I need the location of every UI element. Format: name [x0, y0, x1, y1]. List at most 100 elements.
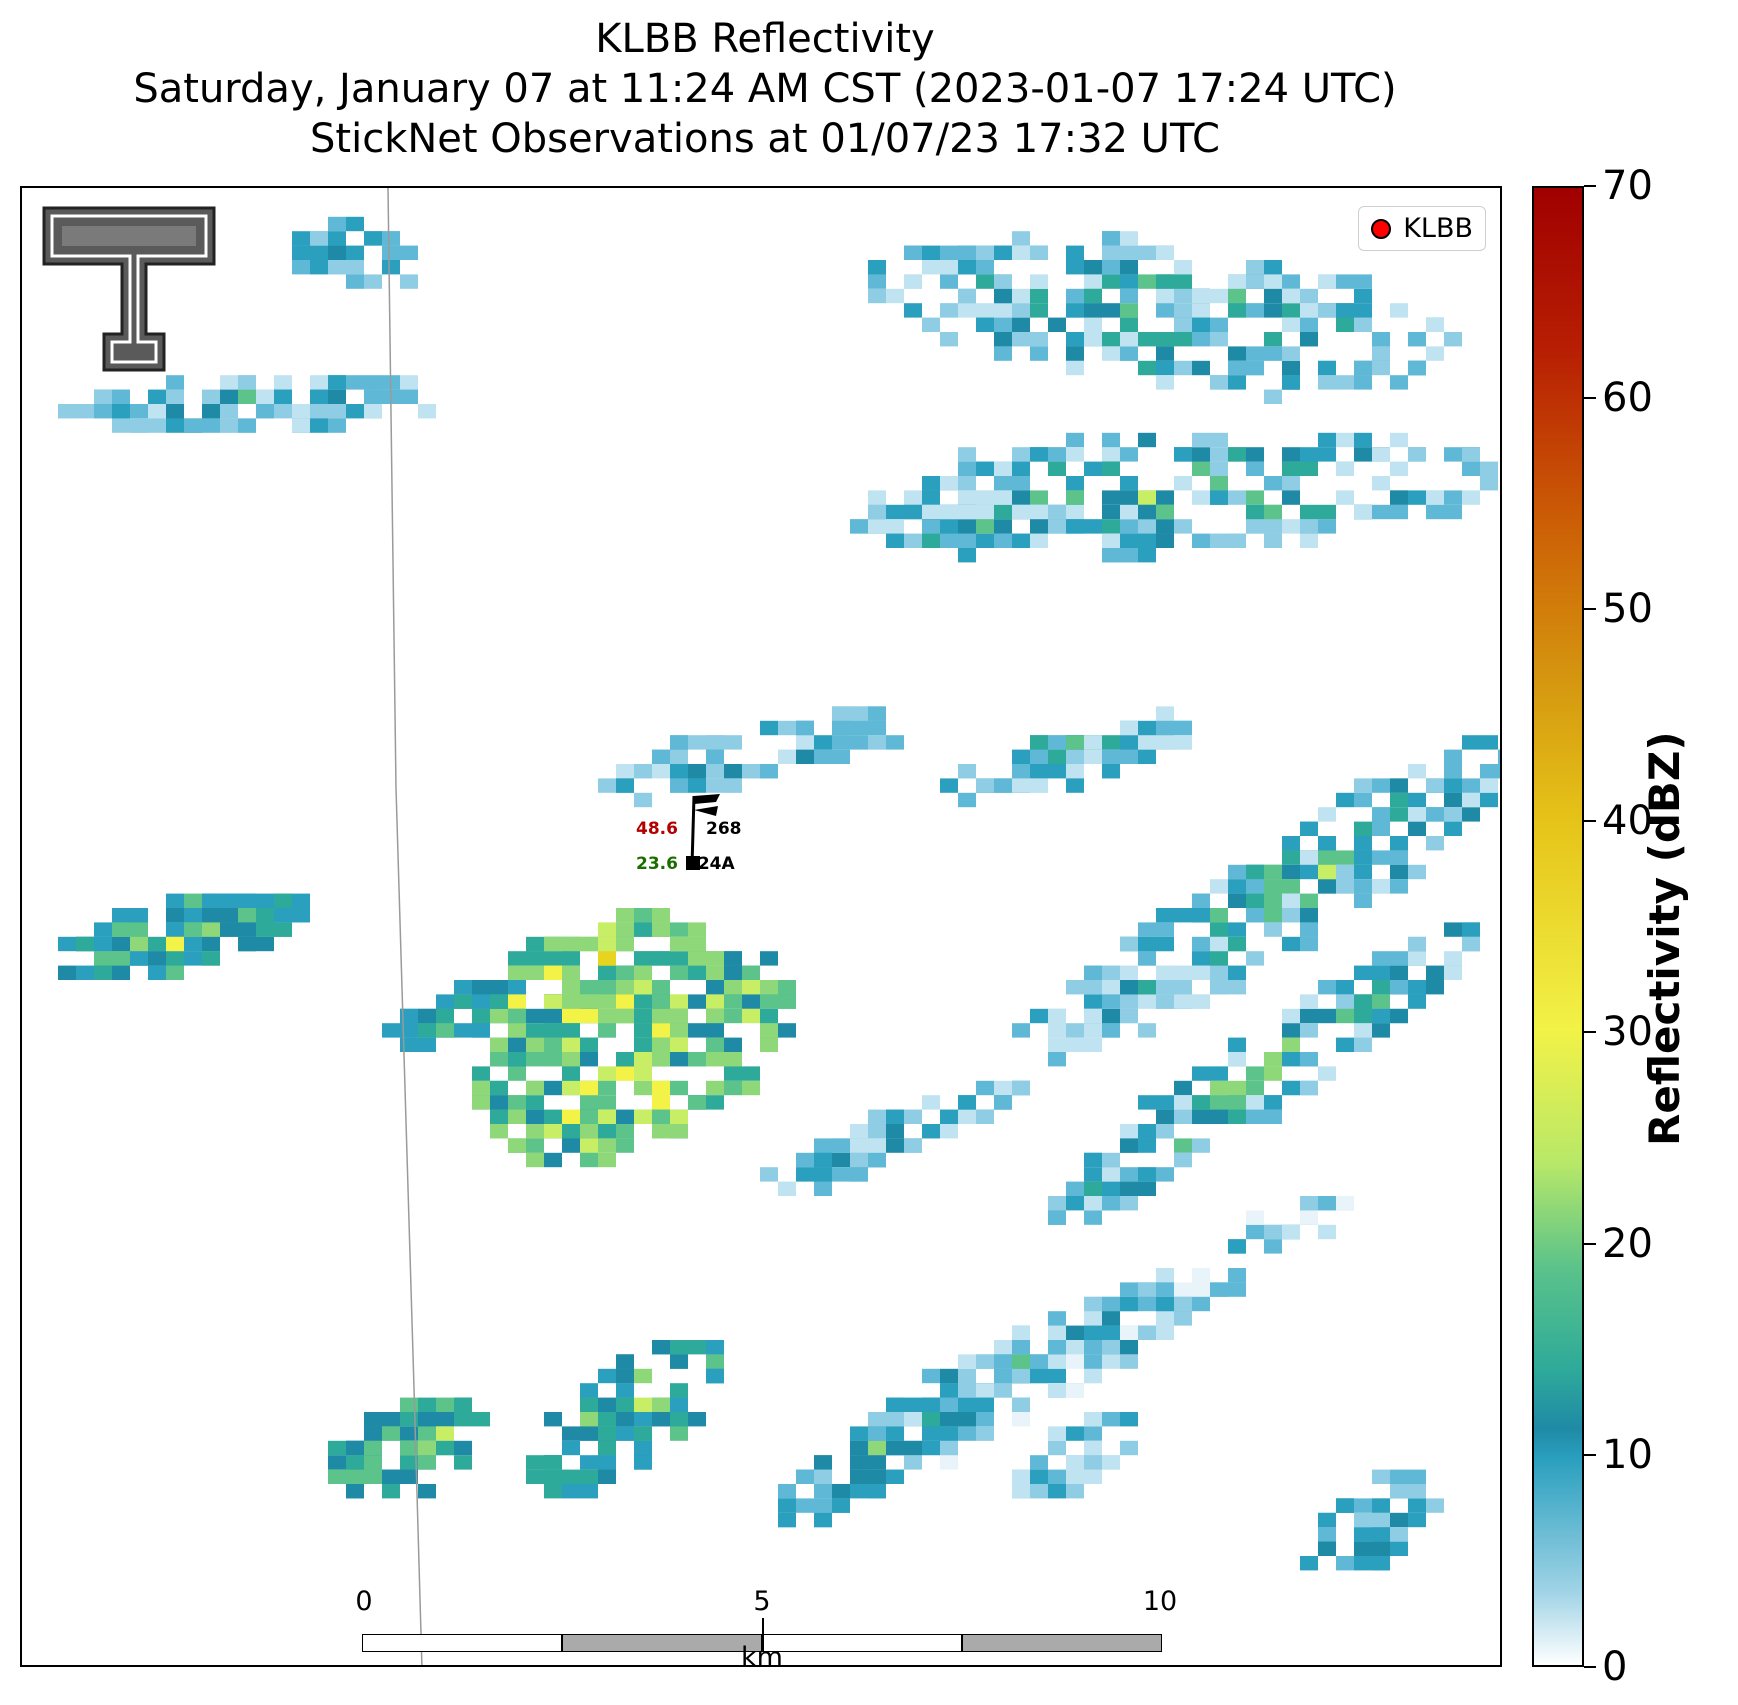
reflectivity-pixel [1156, 994, 1174, 1009]
reflectivity-pixel [1408, 1469, 1426, 1484]
reflectivity-pixel [652, 922, 670, 937]
reflectivity-pixel [1408, 936, 1426, 952]
reflectivity-pixel [976, 504, 994, 520]
reflectivity-pixel [1282, 1052, 1300, 1067]
reflectivity-pixel [1084, 461, 1102, 476]
reflectivity-pixel [616, 980, 634, 995]
reflectivity-pixel [580, 1008, 598, 1024]
reflectivity-pixel [1300, 504, 1318, 520]
reflectivity-pixel [508, 1052, 526, 1067]
reflectivity-pixel [1174, 332, 1192, 347]
reflectivity-pixel [256, 404, 274, 419]
reflectivity-pixel [1318, 274, 1336, 289]
reflectivity-pixel [1246, 1210, 1264, 1225]
reflectivity-pixel [400, 1469, 418, 1484]
reflectivity-pixel [166, 936, 184, 952]
reflectivity-pixel [634, 1412, 652, 1427]
reflectivity-pixel [1156, 288, 1174, 304]
reflectivity-pixel [1426, 504, 1444, 520]
reflectivity-pixel [382, 231, 400, 246]
reflectivity-pixel [1444, 504, 1462, 520]
reflectivity-pixel [1102, 1181, 1120, 1196]
reflectivity-pixel [1102, 994, 1120, 1009]
reflectivity-pixel [202, 936, 220, 952]
reflectivity-pixel [1012, 504, 1030, 520]
reflectivity-pixel [1120, 994, 1138, 1009]
reflectivity-pixel [994, 519, 1012, 534]
reflectivity-pixel [1048, 1210, 1066, 1225]
reflectivity-pixel [1102, 519, 1120, 534]
reflectivity-pixel [256, 908, 274, 923]
reflectivity-pixel [1084, 1008, 1102, 1024]
reflectivity-pixel [670, 1023, 688, 1038]
reflectivity-pixel [1426, 778, 1444, 793]
reflectivity-pixel [1174, 1296, 1192, 1312]
reflectivity-pixel [1066, 447, 1084, 462]
reflectivity-pixel [256, 922, 274, 937]
reflectivity-pixel [1066, 735, 1084, 750]
reflectivity-pixel [346, 216, 364, 232]
reflectivity-pixel [1408, 332, 1426, 347]
reflectivity-pixel [1210, 965, 1228, 980]
reflectivity-pixel [688, 951, 706, 966]
reflectivity-pixel [670, 936, 688, 952]
reflectivity-pixel [1318, 879, 1336, 894]
reflectivity-pixel [562, 936, 580, 952]
reflectivity-pixel [850, 1440, 868, 1456]
reflectivity-pixel [868, 288, 886, 304]
reflectivity-pixel [1030, 490, 1048, 505]
reflectivity-pixel [598, 1412, 616, 1427]
reflectivity-pixel [1048, 1354, 1066, 1369]
reflectivity-pixel [868, 274, 886, 289]
reflectivity-pixel [958, 1368, 976, 1384]
reflectivity-pixel [1282, 908, 1300, 923]
reflectivity-pixel [580, 1037, 598, 1052]
reflectivity-pixel [382, 1484, 400, 1499]
reflectivity-pixel [526, 1469, 544, 1484]
reflectivity-pixel [1012, 1412, 1030, 1427]
reflectivity-pixel [922, 1440, 940, 1456]
reflectivity-pixel [1138, 1181, 1156, 1196]
reflectivity-pixel [1246, 274, 1264, 289]
reflectivity-pixel [1264, 346, 1282, 361]
reflectivity-pixel [1102, 274, 1120, 289]
reflectivity-pixel [742, 1080, 760, 1096]
reflectivity-pixel [958, 1095, 976, 1110]
reflectivity-pixel [454, 1397, 472, 1412]
reflectivity-pixel [76, 965, 94, 980]
reflectivity-pixel [652, 1052, 670, 1067]
reflectivity-pixel [1354, 879, 1372, 894]
reflectivity-pixel [526, 1109, 544, 1124]
reflectivity-pixel [1156, 1095, 1174, 1110]
reflectivity-pixel [1174, 1080, 1192, 1096]
reflectivity-pixel [976, 533, 994, 548]
reflectivity-pixel [1462, 807, 1480, 822]
reflectivity-pixel [1318, 836, 1336, 851]
reflectivity-pixel [1408, 490, 1426, 505]
reflectivity-pixel [1030, 288, 1048, 304]
reflectivity-pixel [1138, 548, 1156, 563]
reflectivity-pixel [1444, 764, 1462, 779]
reflectivity-pixel [670, 1426, 688, 1441]
reflectivity-pixel [202, 922, 220, 937]
reflectivity-pixel [1264, 303, 1282, 318]
reflectivity-pixel [580, 1052, 598, 1067]
reflectivity-pixel [562, 1080, 580, 1096]
reflectivity-pixel [616, 1109, 634, 1124]
reflectivity-pixel [1264, 1224, 1282, 1240]
reflectivity-pixel [940, 245, 958, 260]
reflectivity-pixel [1300, 850, 1318, 865]
radar-map[interactable]: KLBB 48.6 268 23.6 224A 0 5 10 km [20, 186, 1502, 1667]
reflectivity-pixel [1084, 1296, 1102, 1312]
reflectivity-pixel [472, 980, 490, 995]
reflectivity-pixel [1390, 778, 1408, 793]
reflectivity-pixel [562, 1109, 580, 1124]
reflectivity-pixel [958, 461, 976, 476]
reflectivity-pixel [616, 1412, 634, 1427]
colorbar-label: Reflectivity (dBZ) [1640, 731, 1689, 1146]
reflectivity-pixel [994, 332, 1012, 347]
reflectivity-pixel [1066, 332, 1084, 347]
reflectivity-pixel [1084, 332, 1102, 347]
reflectivity-pixel [292, 908, 310, 923]
reflectivity-pixel [1390, 980, 1408, 995]
